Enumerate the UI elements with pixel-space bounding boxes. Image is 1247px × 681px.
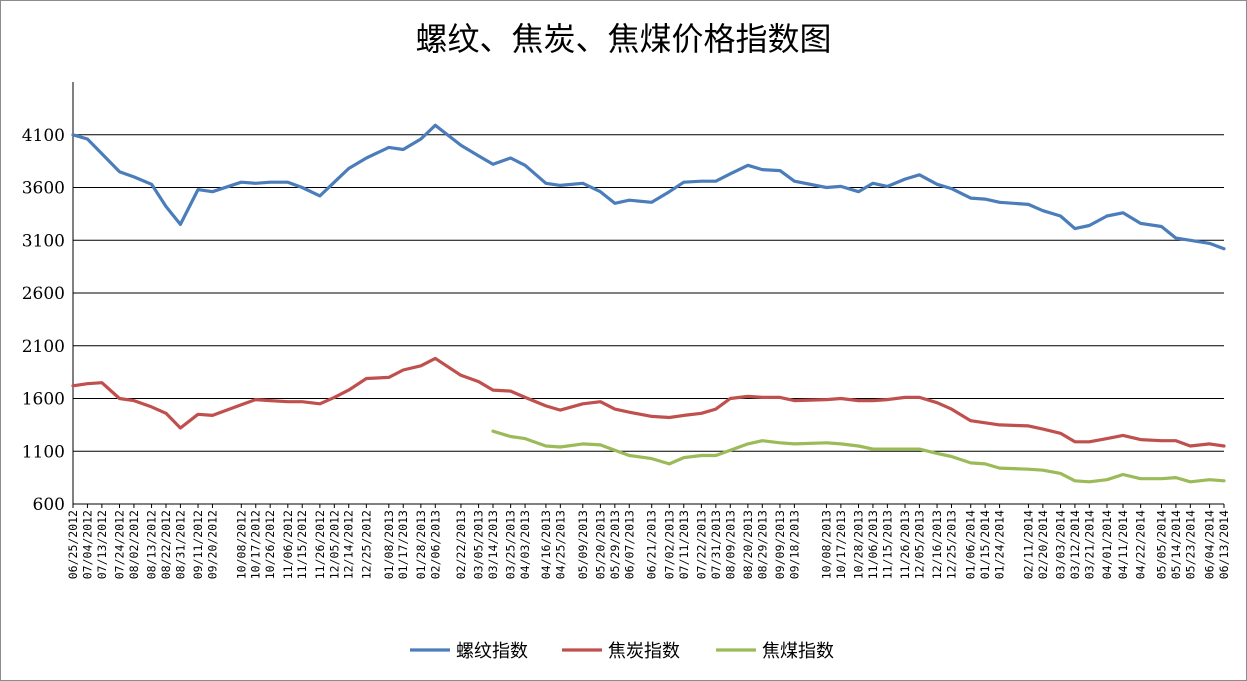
series-lines [71, 123, 1226, 484]
x-tick-label: 11/06/2013 [866, 510, 880, 579]
x-tick-label: 07/04/2012 [80, 510, 94, 579]
x-tick-label: 12/14/2012 [342, 510, 356, 579]
x-tick-label: 11/15/2013 [880, 510, 894, 579]
y-tick-label: 4100 [22, 126, 65, 146]
x-tick-label: 06/07/2013 [622, 510, 636, 579]
x-tick-label: 05/29/2013 [608, 510, 622, 579]
x-tick-label: 12/05/2013 [912, 510, 926, 579]
x-tick-label: 02/22/2013 [454, 510, 468, 579]
x-tick-label: 05/23/2014 [1183, 510, 1197, 579]
x-tick-label: 09/11/2012 [191, 510, 205, 579]
series-line-0 [71, 123, 1226, 251]
x-tick-label: 11/06/2012 [281, 510, 295, 579]
x-tick-label: 07/02/2013 [662, 510, 676, 579]
x-tick-label: 12/25/2013 [944, 510, 958, 579]
x-tick-label: 06/04/2014 [1203, 510, 1217, 579]
x-tick-label: 03/14/2013 [486, 510, 500, 579]
x-tick-label: 08/09/2013 [723, 510, 737, 579]
legend-entry-2: 焦煤指数 [716, 641, 834, 662]
x-tick-label: 02/06/2013 [428, 510, 442, 579]
x-tick-label: 01/08/2013 [382, 510, 396, 579]
x-tick-label: 08/29/2013 [755, 510, 769, 579]
x-tick-label: 04/01/2014 [1100, 510, 1114, 579]
y-tick-label: 1100 [22, 442, 65, 462]
legend-label: 焦炭指数 [608, 641, 680, 662]
legend-entry-0: 螺纹指数 [410, 641, 528, 662]
x-tick-label: 10/17/2013 [834, 510, 848, 579]
x-tick-label: 10/28/2013 [852, 510, 866, 579]
x-tick-label: 03/12/2014 [1068, 510, 1082, 579]
x-tick-label: 08/20/2013 [741, 510, 755, 579]
x-tick-label: 05/20/2013 [593, 510, 607, 579]
x-tick-label: 11/26/2012 [313, 510, 327, 579]
axes [72, 82, 1224, 505]
chart-title: 螺纹、焦炭、焦煤价格指数图 [415, 20, 832, 58]
x-tick-label: 09/20/2012 [205, 510, 219, 579]
x-tick-label: 05/14/2014 [1169, 510, 1183, 579]
x-tick-label: 03/05/2013 [472, 510, 486, 579]
x-tick-label: 11/26/2013 [898, 510, 912, 579]
x-tick-label: 04/22/2014 [1134, 510, 1148, 579]
x-tick-label: 05/09/2013 [576, 510, 590, 579]
x-tick-label: 10/08/2012 [234, 510, 248, 579]
x-tick-label: 01/17/2013 [396, 510, 410, 579]
x-tick-label: 09/09/2013 [773, 510, 787, 579]
x-tick-label: 01/28/2013 [414, 510, 428, 579]
x-tick-label: 04/03/2013 [518, 510, 532, 579]
y-tick-label: 3600 [22, 179, 65, 199]
x-tick-label: 04/11/2014 [1116, 510, 1130, 579]
x-tick-label: 08/31/2012 [173, 510, 187, 579]
x-tick-label: 12/16/2013 [930, 510, 944, 579]
legend: 螺纹指数 焦炭指数 焦煤指数 [410, 641, 834, 662]
x-tick-label: 03/25/2013 [504, 510, 518, 579]
x-tick-label: 10/08/2013 [819, 510, 833, 579]
y-tick-label: 3100 [22, 231, 65, 251]
x-tick-label: 11/15/2012 [295, 510, 309, 579]
x-tick-label: 09/18/2013 [787, 510, 801, 579]
legend-entry-1: 焦炭指数 [562, 641, 680, 662]
x-tick-label: 06/21/2013 [645, 510, 659, 579]
y-tick-label: 2100 [22, 337, 65, 357]
x-tick-label: 08/13/2012 [145, 510, 159, 579]
x-tick-label: 04/25/2013 [553, 510, 567, 579]
x-tick-label: 06/25/2012 [66, 510, 80, 579]
x-tick-label: 02/11/2014 [1021, 510, 1035, 579]
x-tick-label: 07/11/2013 [677, 510, 691, 579]
series-line-2 [491, 429, 1226, 484]
x-tick-label: 07/22/2013 [694, 510, 708, 579]
x-tick-label: 01/06/2014 [964, 510, 978, 579]
x-tick-label: 06/13/2014 [1217, 510, 1231, 579]
x-tick-label: 01/15/2014 [978, 510, 992, 579]
x-tick-label: 07/31/2013 [709, 510, 723, 579]
x-tick-label: 01/24/2014 [993, 510, 1007, 579]
x-tick-label: 10/26/2012 [263, 510, 277, 579]
x-tick-label: 08/02/2012 [127, 510, 141, 579]
x-tick-label: 07/13/2012 [95, 510, 109, 579]
x-tick-label: 10/17/2012 [249, 510, 263, 579]
y-axis-tick-labels: 600 1100 1600 2100 2600 3100 3600 4100 [22, 126, 65, 515]
x-tick-label: 12/05/2012 [327, 510, 341, 579]
x-tick-label: 07/24/2012 [112, 510, 126, 579]
legend-label: 螺纹指数 [456, 641, 528, 662]
x-tick-label: 08/22/2012 [159, 510, 173, 579]
y-tick-label: 600 [33, 495, 65, 515]
y-tick-label: 1600 [22, 390, 65, 410]
x-tick-label: 04/16/2013 [539, 510, 553, 579]
y-tick-label: 2600 [22, 284, 65, 304]
gridlines [73, 134, 1224, 452]
legend-label: 焦煤指数 [762, 641, 834, 662]
x-tick-label: 03/21/2014 [1082, 510, 1096, 579]
x-tick-label: 12/25/2012 [359, 510, 373, 579]
series-line-1 [71, 356, 1226, 448]
x-tick-label: 03/03/2014 [1053, 510, 1067, 579]
x-axis-tick-labels: 06/25/2012 07/04/2012 07/13/2012 07/24/2012… [66, 504, 1231, 579]
x-tick-label: 02/20/2014 [1036, 510, 1050, 579]
x-tick-label: 05/05/2014 [1154, 510, 1168, 579]
